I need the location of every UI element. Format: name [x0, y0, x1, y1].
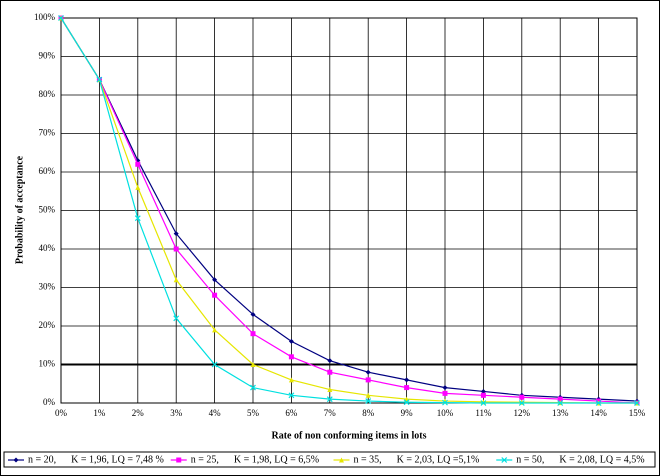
point — [634, 400, 640, 406]
point — [58, 15, 64, 21]
y-tick-label: 40% — [39, 243, 56, 253]
point — [288, 377, 294, 383]
y-tick-label: 0% — [43, 397, 56, 407]
legend — [3, 451, 656, 468]
x-tick-label: 4% — [209, 408, 222, 418]
point — [480, 392, 486, 398]
point — [595, 400, 602, 406]
x-tick-label: 3% — [170, 408, 183, 418]
point — [173, 246, 179, 252]
point — [365, 398, 372, 404]
point — [134, 215, 141, 222]
point — [442, 399, 448, 406]
point — [365, 392, 371, 398]
point — [365, 369, 371, 375]
point — [96, 76, 103, 83]
point — [212, 292, 218, 298]
point — [288, 338, 294, 344]
series-line — [60, 17, 638, 404]
x-axis-title: Rate of non conforming items in lots — [272, 430, 427, 441]
point — [173, 315, 180, 322]
x-tick-label: 11% — [475, 408, 492, 418]
y-tick-label: 70% — [39, 128, 56, 138]
point — [288, 354, 294, 360]
x-tick-label: 8% — [362, 408, 375, 418]
y-tick-label: 10% — [39, 359, 56, 369]
y-tick-label: 60% — [39, 166, 56, 176]
point — [480, 388, 486, 394]
series-line — [60, 17, 637, 404]
legend-marker — [339, 457, 344, 463]
y-tick-label: 20% — [39, 320, 56, 330]
x-tick-label: 10% — [437, 408, 454, 418]
point — [288, 392, 295, 399]
legend-marker — [501, 457, 508, 463]
y-tick-label: 100% — [34, 12, 56, 22]
point — [442, 390, 448, 396]
point — [480, 400, 487, 406]
point — [327, 369, 333, 375]
point — [442, 385, 448, 391]
point — [173, 231, 179, 237]
legend-marker — [176, 457, 182, 463]
point — [250, 384, 256, 391]
point — [518, 400, 525, 406]
point — [250, 311, 256, 317]
y-tick-label: 30% — [39, 282, 56, 292]
y-axis-title: Probability of acceptance — [14, 155, 25, 264]
point — [327, 387, 333, 393]
point — [212, 327, 218, 333]
point — [404, 377, 410, 383]
point — [327, 358, 333, 364]
point — [557, 396, 563, 402]
x-tick-label: 1% — [93, 408, 106, 418]
series-line — [60, 17, 638, 402]
x-tick-label: 6% — [285, 408, 298, 418]
x-tick-label: 5% — [247, 408, 260, 418]
point — [250, 331, 256, 337]
legend-marker — [13, 457, 19, 463]
x-tick-label: 9% — [401, 408, 414, 418]
x-tick-label: 12% — [514, 408, 531, 418]
x-tick-label: 2% — [132, 408, 145, 418]
x-tick-label: 15% — [629, 408, 646, 418]
x-tick-label: 0% — [55, 408, 68, 418]
point — [173, 277, 179, 283]
point — [212, 277, 218, 283]
point — [403, 399, 410, 406]
point — [250, 362, 256, 367]
legend-label: n = 25, K = 1,98, LQ = 6,5% — [191, 454, 319, 465]
legend-label: n = 20, K = 1,96, LQ = 7,48 % — [28, 454, 164, 465]
point — [365, 377, 371, 383]
point — [135, 184, 141, 190]
legend-label: n = 35, K = 2,03, LQ =5,1% — [354, 454, 480, 465]
point — [211, 361, 218, 368]
legend-label: n = 50, K = 2,08, LQ = 4,5% — [516, 454, 644, 465]
point — [557, 400, 564, 406]
x-tick-label: 13% — [552, 408, 569, 418]
x-tick-label: 14% — [590, 408, 607, 418]
point — [135, 161, 141, 167]
point — [404, 385, 410, 391]
point — [326, 396, 333, 403]
point — [519, 394, 525, 400]
y-tick-label: 90% — [39, 51, 56, 61]
x-tick-label: 7% — [324, 408, 337, 418]
y-tick-label: 80% — [39, 89, 56, 99]
y-tick-label: 50% — [39, 205, 56, 215]
